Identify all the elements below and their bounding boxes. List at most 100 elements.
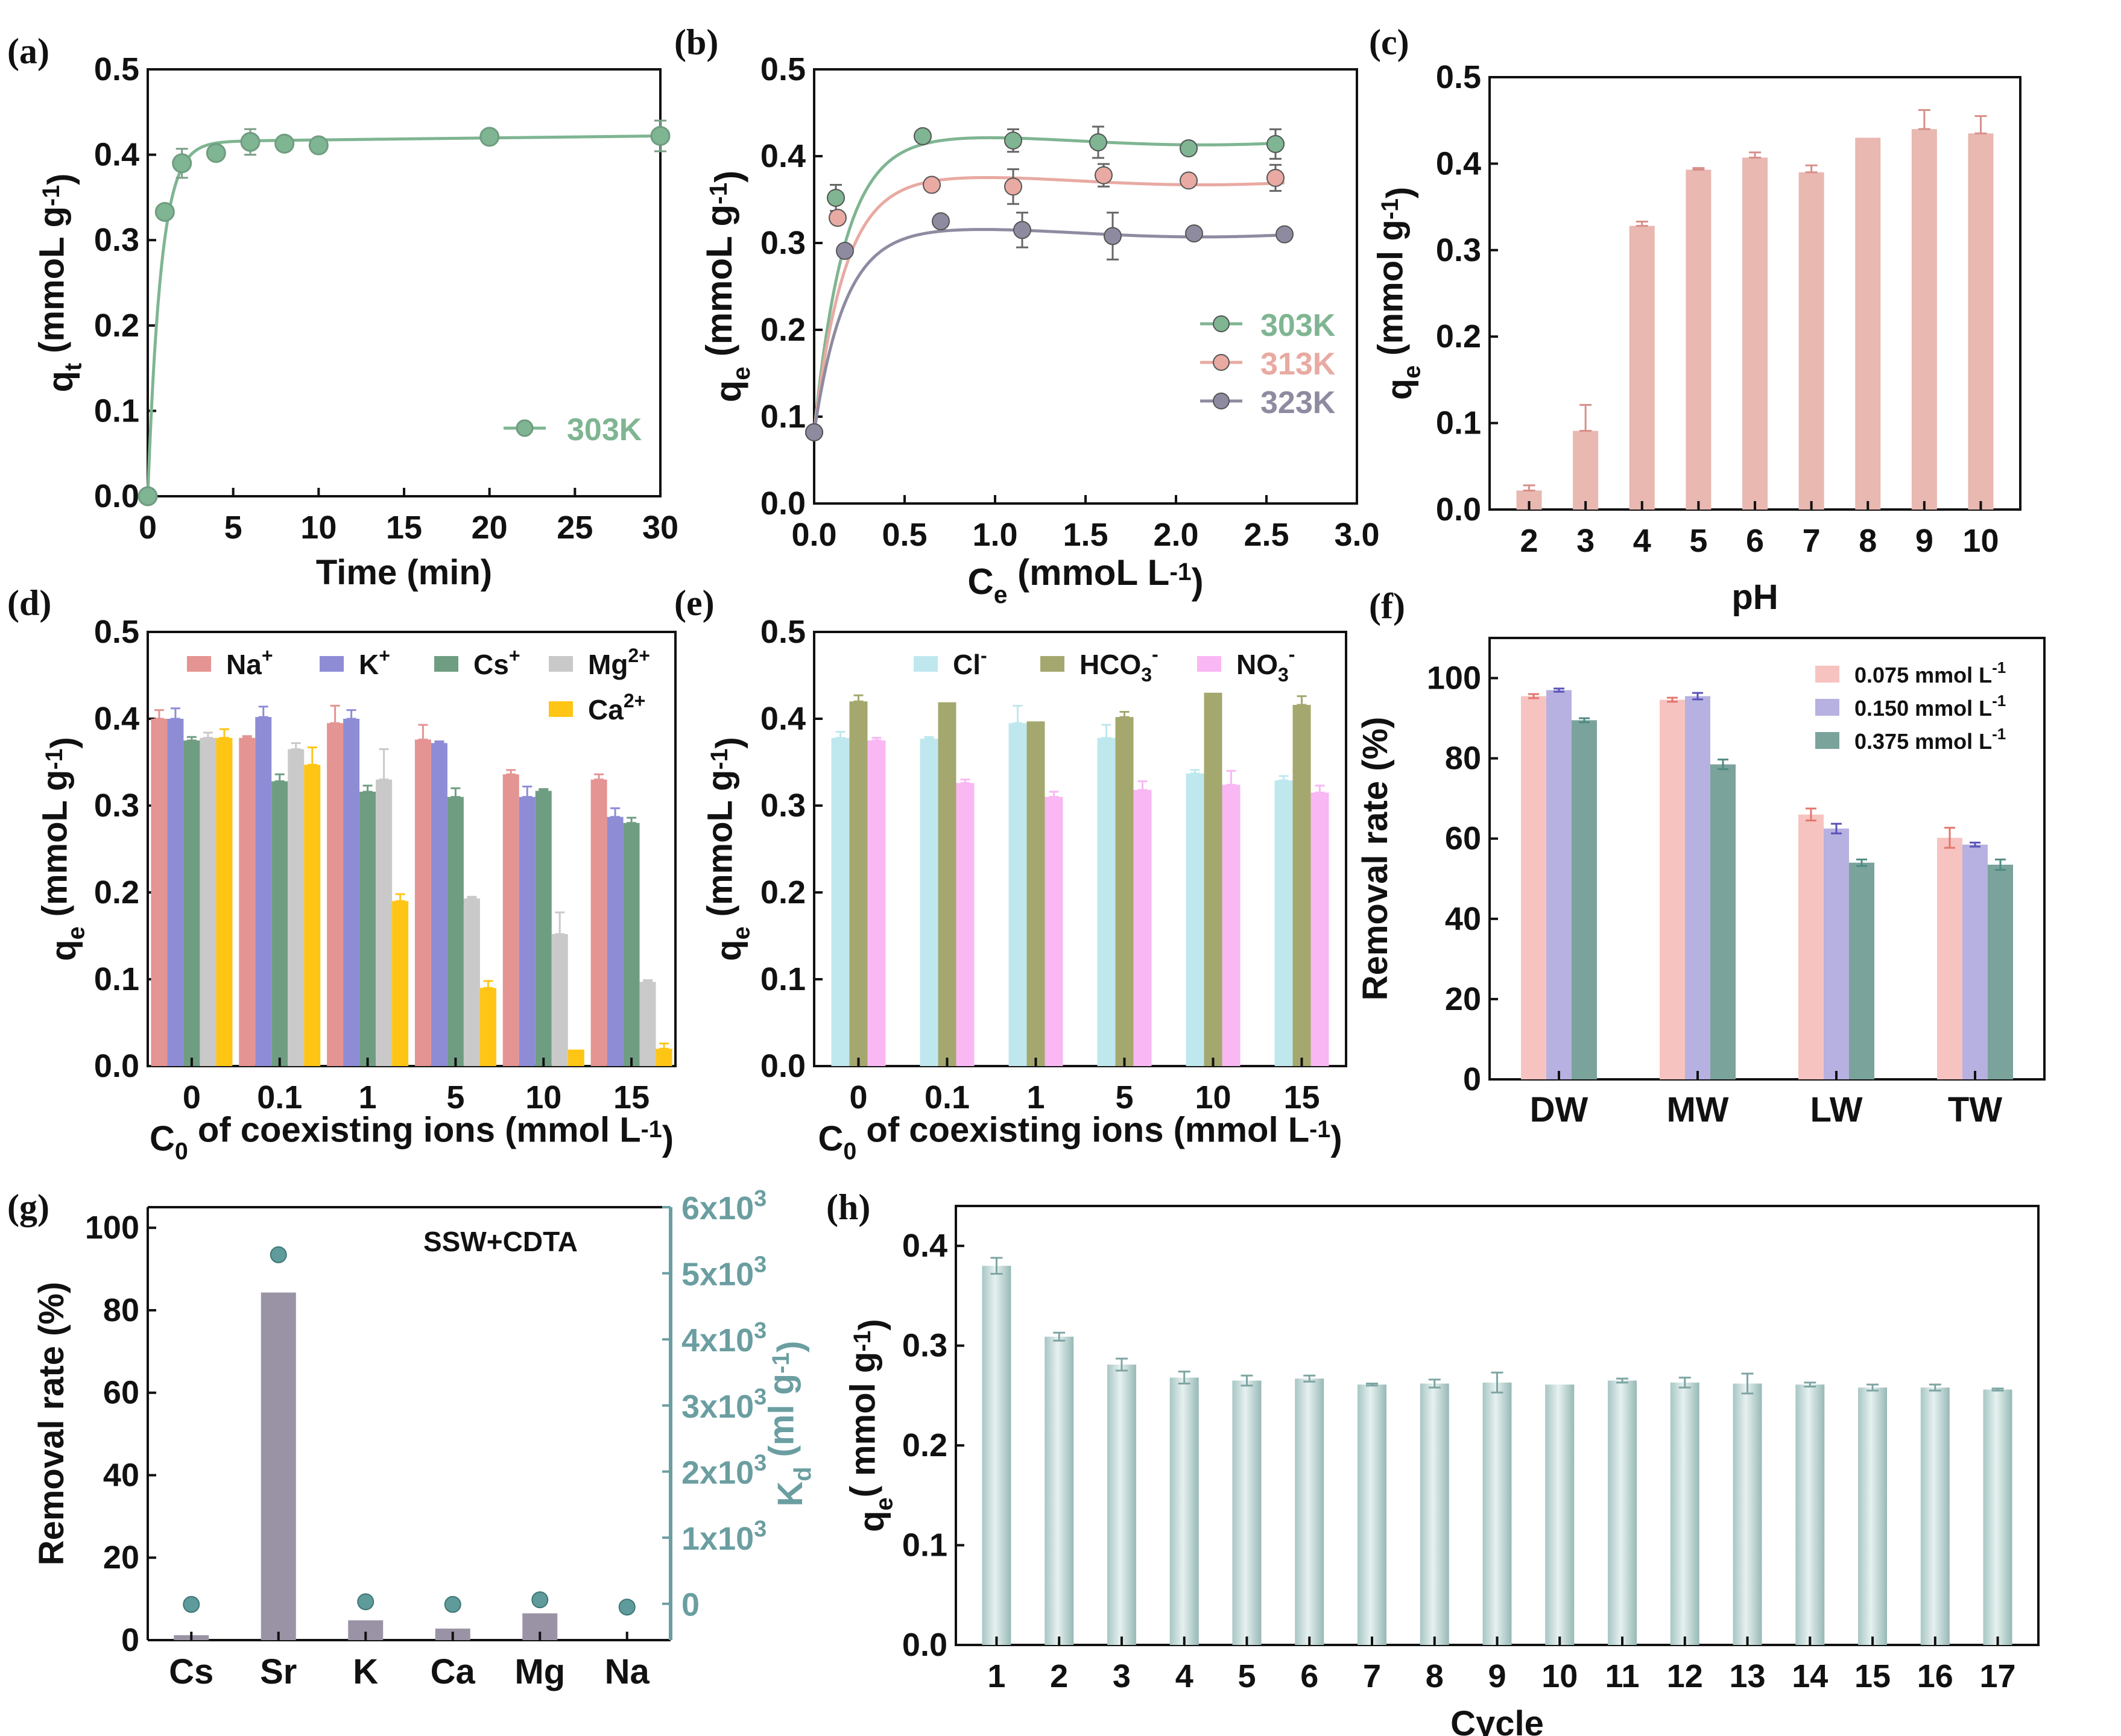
legend-label: 0.075 mmol L-1: [1854, 658, 2006, 687]
data-point: [138, 486, 158, 507]
bar: [1420, 1383, 1449, 1645]
x-tick-label: 3.0: [1334, 517, 1379, 553]
y-tick-label: 100: [85, 1210, 139, 1246]
y-tick-label: 0.3: [94, 222, 139, 258]
x-tick-label: 6: [1746, 523, 1764, 559]
legend-swatch: [549, 656, 573, 672]
axis-title-part: (mmol g: [1371, 219, 1411, 365]
kd-point: [270, 1246, 287, 1263]
y2-axis-title: Kd (ml g-1): [762, 1340, 817, 1506]
axis-title: Ce (mmoL L-1): [967, 552, 1203, 608]
y-tick-label: 0.3: [1436, 232, 1481, 268]
x-tick-label: 4: [1633, 523, 1651, 559]
panel-label: (g): [7, 1187, 49, 1227]
x-tick-label: 2: [1520, 523, 1538, 559]
y-tick-label: 0.1: [94, 393, 139, 429]
x-tick-label: 15: [386, 510, 422, 546]
panel-f: (f) 0 20 40 60 80 100 DW MW LW TW Removal rate (%) 0…: [1356, 586, 2046, 1129]
x-tick-label: Ca: [431, 1652, 476, 1691]
axis-title-part: d: [790, 1467, 817, 1482]
legend-label-part: Cs: [473, 649, 509, 680]
plot-frame: [147, 631, 677, 1067]
x-tick-label: 2: [1050, 1658, 1068, 1694]
y2-tick-label: 2x103: [681, 1450, 767, 1491]
bar: [1169, 1377, 1199, 1645]
y2-tick-label: 6x103: [681, 1186, 767, 1226]
x-tick-label: 20: [472, 510, 508, 546]
y-axis-title: Removal rate (%): [1356, 717, 1395, 1001]
axis-title-part: K: [771, 1482, 810, 1507]
bar: [1222, 784, 1241, 1066]
x-tick-label: 1: [359, 1079, 377, 1116]
y2-tick-label: 3x103: [681, 1384, 767, 1425]
x-tick-label: 10: [1195, 1079, 1231, 1116]
x-tick-label: 16: [1917, 1658, 1953, 1694]
axis-title-part: (mmoL g: [699, 204, 739, 367]
kd-point: [357, 1593, 375, 1611]
bar: [1521, 696, 1546, 1079]
y2-tick-label-part: 1x10: [681, 1521, 754, 1557]
y-tick-label: 0.1: [760, 399, 806, 435]
data-point: [1180, 139, 1198, 158]
y-tick-label: 60: [103, 1375, 139, 1411]
legend-label-sup: -1: [1992, 725, 2006, 743]
bar: [1670, 1382, 1699, 1645]
axis-title: qe (mmoL g-1): [699, 171, 755, 403]
axis-title-close: ): [1330, 1119, 1342, 1158]
y-tick-label: 80: [103, 1292, 139, 1328]
y2-tick-label: 4x103: [681, 1318, 767, 1359]
bar: [1008, 723, 1027, 1066]
x-tick-label: 25: [557, 510, 593, 546]
bar: [261, 1292, 296, 1640]
bar: [956, 783, 975, 1066]
bar: [1357, 1384, 1386, 1645]
y-tick-label: 0.4: [760, 701, 806, 737]
bar: [867, 740, 886, 1066]
x-tick-label: 0: [849, 1079, 867, 1116]
y2-tick-label-sup: 3: [754, 1186, 767, 1211]
legend-marker: [1213, 315, 1230, 332]
axis-title-part: 0: [843, 1138, 856, 1165]
y2-tick-label: 0: [681, 1587, 700, 1623]
y-tick-label: 0.1: [760, 961, 806, 997]
y-tick-label: 20: [103, 1539, 139, 1576]
x-tick-label: 0: [183, 1079, 201, 1116]
legend-label-sup: -1: [1992, 692, 2006, 710]
data-point: [1275, 225, 1294, 244]
legend-label-sup: -: [981, 645, 987, 666]
x-axis-title: Cycle: [1450, 1704, 1544, 1736]
kd-point: [531, 1591, 549, 1609]
x-tick-label: 1: [987, 1658, 1005, 1694]
x-tick-label: 1.0: [972, 517, 1017, 553]
panel-label: (a): [7, 31, 49, 71]
bar: [567, 1049, 584, 1066]
y2-tick-label-sup: 3: [754, 1450, 767, 1476]
y-tick-label: 0.3: [902, 1328, 947, 1364]
bar: [271, 781, 288, 1066]
y2-tick-label-part: 0: [681, 1587, 700, 1623]
data-point: [479, 127, 500, 147]
x-tick-label: 3: [1113, 1658, 1131, 1694]
axis-title-close: ): [708, 171, 748, 183]
x-tick-label: 9: [1915, 523, 1933, 559]
y-tick-label: 40: [1445, 901, 1481, 937]
bar: [590, 779, 607, 1066]
x-tick-label: 3: [1576, 523, 1595, 559]
bar: [1798, 814, 1824, 1079]
bar: [288, 749, 305, 1066]
kd-point: [444, 1596, 461, 1613]
x-tick-label: 7: [1363, 1658, 1381, 1694]
legend-label-sub: 3: [1278, 664, 1289, 686]
bar: [479, 988, 496, 1066]
bar: [1660, 699, 1685, 1079]
data-point: [932, 212, 950, 230]
bar: [239, 737, 256, 1066]
panel-a: (a) 0.0 0.1 0.2 0.3 0.4 0.5 0 5 10 15 20 25 30 Time (m…: [7, 31, 678, 592]
axis-title-part: ( mmol g: [844, 1352, 883, 1498]
axis-title-part: e: [994, 581, 1008, 608]
bar: [1733, 1383, 1762, 1645]
bar: [938, 702, 956, 1066]
fit-curve: [812, 136, 1285, 433]
y-tick-label: 0.4: [902, 1228, 947, 1264]
legend-label-sup: 2+: [624, 690, 645, 712]
